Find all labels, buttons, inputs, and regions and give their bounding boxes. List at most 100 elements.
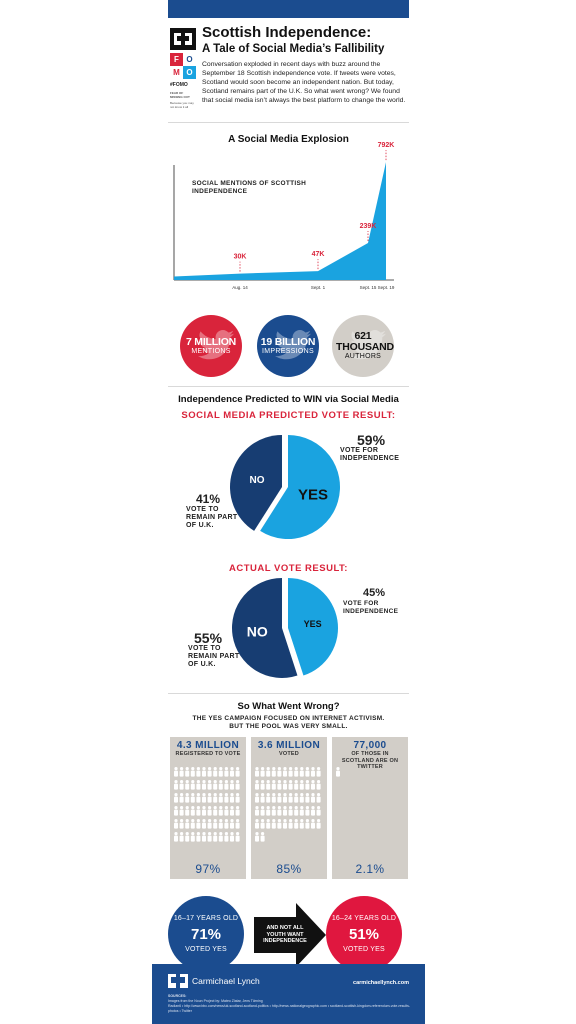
- person-icon-body: [179, 835, 184, 842]
- person-icon-body: [316, 809, 321, 816]
- no-slice: [231, 578, 298, 678]
- wrong-title: So What Went Wrong?: [237, 701, 340, 712]
- person-icon-head: [174, 832, 178, 836]
- youth-pct: 51%: [348, 926, 380, 943]
- column-registered: 4.3 MILLION REGISTERED TO VOTE 97%: [170, 737, 246, 879]
- no-slice-label: NO: [247, 624, 268, 640]
- person-icon-body: [207, 822, 212, 829]
- person-icon-head: [272, 793, 276, 797]
- person-icon-head: [219, 793, 223, 797]
- chart-label: SOCIAL MENTIONS OF SCOTTISH INDEPENDENCE: [192, 180, 307, 195]
- fomo-logo-mark: [170, 28, 196, 50]
- person-icon-body: [213, 809, 218, 816]
- person-icon-body: [336, 770, 340, 777]
- person-icon-body: [260, 796, 265, 803]
- person-icon-body: [224, 770, 229, 777]
- footer-url[interactable]: carmichaellynch.com: [353, 980, 409, 986]
- person-icon-body: [277, 809, 282, 816]
- person-icon-head: [202, 819, 206, 823]
- fomo-letter: F: [170, 53, 183, 66]
- person-icon-head: [202, 832, 206, 836]
- fomo-note: FEAR OF MISSING OUT: [170, 91, 190, 99]
- person-icon-body: [230, 796, 234, 803]
- person-icon-head: [277, 793, 281, 797]
- person-icon-body: [202, 783, 206, 790]
- person-icon-body: [266, 822, 271, 829]
- column-caption: OF THOSE IN SCOTLAND ARE ON TWITTER: [341, 751, 399, 770]
- person-icon-head: [283, 780, 287, 784]
- person-icon-body: [299, 783, 304, 790]
- person-icon-head: [191, 806, 195, 810]
- person-icon-body: [288, 822, 293, 829]
- person-icon-body: [316, 822, 321, 829]
- person-icon-head: [277, 780, 281, 784]
- person-icon-head: [294, 780, 298, 784]
- person-icon-head: [230, 780, 234, 784]
- person-icon-body: [260, 783, 265, 790]
- person-icon-body: [185, 783, 190, 790]
- person-icon-body: [174, 822, 178, 829]
- person-icon-body: [299, 822, 304, 829]
- person-icon-head: [208, 832, 212, 836]
- person-icon-body: [230, 835, 234, 842]
- person-icon-head: [213, 793, 217, 797]
- person-icon-body: [202, 822, 206, 829]
- person-icon-head: [236, 832, 240, 836]
- person-icon-head: [196, 806, 200, 810]
- person-icon-head: [261, 832, 265, 836]
- predicted-no-pct: 41%: [196, 492, 221, 506]
- person-icon-head: [266, 793, 270, 797]
- person-icon-head: [185, 819, 189, 823]
- person-icon-head: [202, 806, 206, 810]
- person-icon-body: [196, 809, 201, 816]
- youth-16-17-circle: 16–17 YEARS OLD 71% VOTED YES: [168, 896, 244, 972]
- youth-age: 16–24 YEARS OLD: [331, 915, 397, 922]
- person-icon-head: [180, 819, 184, 823]
- person-icon-head: [236, 806, 240, 810]
- yes-slice-label: YES: [298, 486, 328, 503]
- link-icon: [174, 33, 192, 45]
- person-icon-body: [294, 809, 299, 816]
- person-icon-head: [180, 806, 184, 810]
- person-icon-body: [202, 796, 206, 803]
- person-icon-body: [224, 783, 229, 790]
- yes-slice: [288, 578, 338, 676]
- person-icon-head: [180, 832, 184, 836]
- person-icon-body: [230, 809, 234, 816]
- person-icon-body: [311, 796, 315, 803]
- person-icon-head: [311, 767, 315, 771]
- person-icon-body: [260, 835, 265, 842]
- people-icons: [336, 767, 340, 777]
- arrow-right-icon: [254, 903, 326, 967]
- person-icon-head: [196, 832, 200, 836]
- person-icon-body: [294, 783, 299, 790]
- intro-text: Conversation exploded in recent days wit…: [202, 61, 406, 104]
- person-icon-head: [185, 832, 189, 836]
- stat-mentions: 7 MILLION MENTIONS: [180, 315, 242, 377]
- value-label: 30K: [234, 254, 247, 261]
- person-icon-body: [218, 822, 223, 829]
- person-icon-body: [213, 822, 218, 829]
- twitter-bird-icon: [198, 330, 234, 360]
- youth-arrow-text: AND NOT ALL YOUTH WANT INDEPENDENCE: [263, 925, 307, 944]
- person-icon-body: [288, 809, 293, 816]
- person-icon-head: [224, 806, 228, 810]
- person-icon-body: [179, 809, 184, 816]
- person-icon-head: [196, 767, 200, 771]
- person-icon-head: [289, 806, 293, 810]
- person-icon-head: [236, 819, 240, 823]
- column-voted: 3.6 MILLION VOTED 85%: [251, 737, 327, 879]
- person-icon-body: [190, 822, 195, 829]
- person-icon-body: [271, 809, 276, 816]
- person-icon-body: [271, 796, 276, 803]
- person-icon-body: [174, 835, 178, 842]
- person-icon-body: [218, 796, 223, 803]
- person-icon-body: [213, 783, 218, 790]
- person-icon-head: [230, 793, 234, 797]
- person-icon-body: [255, 835, 259, 842]
- person-icon-body: [311, 822, 315, 829]
- actual-yes-caption: VOTE FOR INDEPENDENCE: [343, 600, 399, 615]
- person-icon-head: [196, 793, 200, 797]
- person-icon-head: [219, 767, 223, 771]
- carmichael-lynch-logo-icon: [168, 974, 188, 988]
